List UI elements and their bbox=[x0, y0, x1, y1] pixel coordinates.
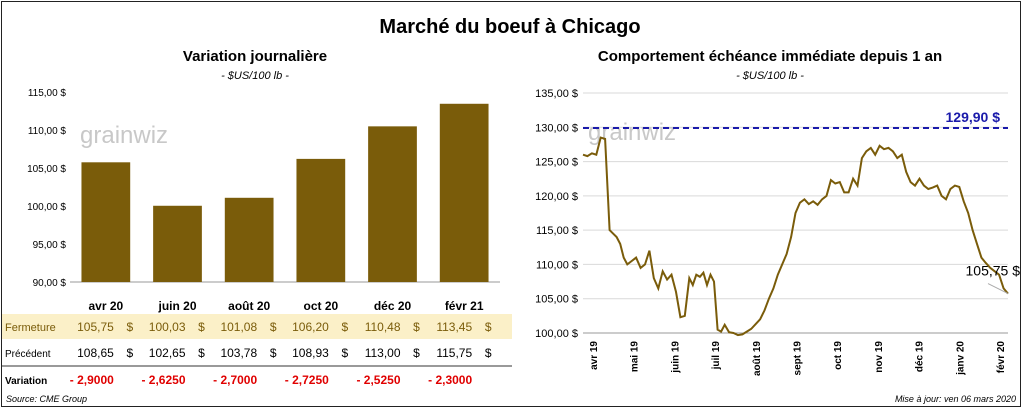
line-x-tick: déc 19 bbox=[915, 341, 926, 373]
line-x-tick: janv 20 bbox=[955, 341, 966, 376]
bar-y-tick: 110,00 $ bbox=[28, 126, 67, 137]
page-title: Marché du boeuf à Chicago bbox=[379, 16, 640, 38]
line-chart: grainwiz 100,00 $ 105,00 $ 110,00 $ 115,00 … bbox=[535, 88, 1020, 376]
table-cell: - 2,5250 bbox=[356, 373, 400, 387]
bar-3 bbox=[296, 158, 346, 282]
line-x-tick: nov 19 bbox=[874, 341, 885, 373]
bar-x-label: oct 20 bbox=[303, 299, 338, 313]
line-x-tick: oct 19 bbox=[833, 341, 844, 370]
table-cell-unit: $ bbox=[485, 320, 492, 334]
table-row-label: Fermeture bbox=[5, 322, 56, 334]
bar-chart-title: Variation journalière bbox=[183, 48, 327, 65]
table-row-fermeture-bg bbox=[2, 314, 512, 339]
table-cell: 103,78 bbox=[220, 346, 257, 360]
table-cell: 102,65 bbox=[149, 346, 186, 360]
line-y-tick: 135,00 $ bbox=[535, 88, 578, 100]
table-cell: - 2,6250 bbox=[141, 373, 185, 387]
line-y-tick: 120,00 $ bbox=[535, 191, 578, 203]
table-cell-unit: $ bbox=[270, 320, 277, 334]
line-y-tick: 130,00 $ bbox=[535, 122, 578, 134]
line-chart-subtitle: - $US/100 lb - bbox=[736, 70, 804, 82]
table-row-label: Précédent bbox=[5, 349, 51, 360]
source-note: Source: CME Group bbox=[6, 394, 87, 404]
bar-0 bbox=[81, 162, 131, 282]
line-x-tick: juil 19 bbox=[711, 341, 722, 371]
bar-chart: grainwiz 90,00 $ 95,00 $ 100,00 $ 105,00 $ 1… bbox=[27, 88, 500, 313]
table-cell: 108,93 bbox=[292, 346, 329, 360]
bar-y-tick: 100,00 $ bbox=[27, 202, 66, 213]
table-cell-unit: $ bbox=[413, 346, 420, 360]
line-x-tick: avr 19 bbox=[589, 341, 600, 370]
bar-x-label: déc 20 bbox=[374, 299, 412, 313]
bar-y-tick: 115,00 $ bbox=[28, 88, 67, 99]
bar-2 bbox=[224, 197, 274, 282]
table-cell-unit: $ bbox=[341, 346, 348, 360]
line-x-tick: févr 20 bbox=[996, 341, 1007, 374]
line-y-tick: 110,00 $ bbox=[536, 259, 578, 271]
table-cell-unit: $ bbox=[413, 320, 420, 334]
table-cell-unit: $ bbox=[126, 346, 133, 360]
line-chart-title: Comportement échéance immédiate depuis 1… bbox=[598, 48, 942, 65]
table-cell-unit: $ bbox=[198, 346, 205, 360]
price-series-line bbox=[582, 136, 1009, 337]
bar-x-label: juin 20 bbox=[157, 299, 196, 313]
table-cell-unit: $ bbox=[270, 346, 277, 360]
table-cell: - 2,9000 bbox=[70, 373, 114, 387]
last-value-label: 105,75 $ bbox=[966, 263, 1021, 279]
line-x-tick: août 19 bbox=[752, 341, 763, 376]
bar-y-tick: 90,00 $ bbox=[33, 278, 67, 289]
line-y-tick: 115,00 $ bbox=[536, 225, 578, 237]
bar-y-tick: 105,00 $ bbox=[27, 164, 66, 175]
line-x-tick: sept 19 bbox=[793, 341, 804, 376]
table-cell: - 2,7000 bbox=[213, 373, 257, 387]
reference-line-label: 129,90 $ bbox=[946, 109, 1001, 125]
line-y-tick: 125,00 $ bbox=[535, 157, 578, 169]
bar-x-label: août 20 bbox=[228, 299, 270, 313]
table-cell: 110,48 bbox=[365, 320, 401, 334]
table-row-label: Variation bbox=[5, 376, 47, 387]
table-cell: 115,75 bbox=[436, 346, 472, 360]
bar-y-tick: 95,00 $ bbox=[33, 240, 67, 251]
table-cell: - 2,7250 bbox=[285, 373, 329, 387]
watermark-left: grainwiz bbox=[80, 122, 168, 149]
line-y-tick: 100,00 $ bbox=[535, 328, 578, 340]
table-cell-unit: $ bbox=[341, 320, 348, 334]
bar-5 bbox=[439, 103, 489, 282]
watermark-right: grainwiz bbox=[588, 119, 676, 146]
bar-4 bbox=[368, 126, 417, 283]
bar-1 bbox=[153, 205, 202, 282]
line-x-tick: mai 19 bbox=[630, 341, 641, 373]
price-table: Fermeture 105,75 $100,03 $101,08 $106,20 $110… bbox=[2, 314, 512, 387]
table-cell: 106,20 bbox=[292, 320, 329, 334]
line-x-tick: juin 19 bbox=[670, 341, 681, 374]
bar-x-label: avr 20 bbox=[88, 299, 123, 313]
table-cell-unit: $ bbox=[126, 320, 133, 334]
table-cell: 108,65 bbox=[77, 346, 114, 360]
table-cell-unit: $ bbox=[198, 320, 205, 334]
table-cell-unit: $ bbox=[485, 346, 492, 360]
table-cell: 113,00 bbox=[365, 346, 401, 360]
bar-x-label: févr 21 bbox=[445, 299, 484, 313]
bar-chart-subtitle: - $US/100 lb - bbox=[221, 70, 289, 82]
table-cell: 113,45 bbox=[436, 320, 472, 334]
table-cell: - 2,3000 bbox=[428, 373, 472, 387]
table-cell: 100,03 bbox=[149, 320, 186, 334]
table-cell: 105,75 bbox=[77, 320, 114, 334]
line-y-tick: 105,00 $ bbox=[535, 294, 578, 306]
table-cell: 101,08 bbox=[220, 320, 257, 334]
update-note: Mise à jour: ven 06 mars 2020 bbox=[895, 394, 1016, 404]
last-value-leader bbox=[987, 283, 1009, 295]
